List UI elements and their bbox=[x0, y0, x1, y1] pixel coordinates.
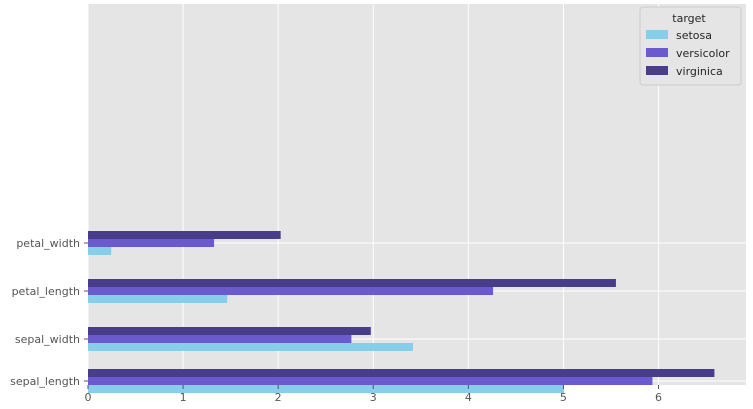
x-tick-label: 2 bbox=[275, 391, 282, 404]
y-tick-label: sepal_width bbox=[15, 333, 80, 346]
legend-label-virginica: virginica bbox=[676, 65, 723, 78]
bars bbox=[88, 231, 715, 393]
x-tick-label: 3 bbox=[370, 391, 377, 404]
legend-title: target bbox=[672, 12, 706, 25]
x-tick-label: 4 bbox=[465, 391, 472, 404]
y-tick-label: petal_length bbox=[12, 285, 80, 298]
bar-virginica-sepal_length bbox=[88, 369, 715, 377]
plot-area bbox=[88, 4, 746, 385]
y-tick-label: petal_width bbox=[16, 237, 80, 250]
legend-swatch-virginica bbox=[646, 66, 668, 75]
bar-versicolor-sepal_width bbox=[88, 335, 352, 343]
bar-versicolor-sepal_length bbox=[88, 377, 653, 385]
legend-swatch-setosa bbox=[646, 30, 668, 39]
legend-swatch-versicolor bbox=[646, 48, 668, 57]
bar-setosa-sepal_length bbox=[88, 385, 565, 393]
legend-label-versicolor: versicolor bbox=[676, 47, 730, 60]
y-tick-label: sepal_length bbox=[10, 375, 80, 388]
bar-versicolor-petal_width bbox=[88, 239, 215, 247]
x-tick-label: 6 bbox=[655, 391, 662, 404]
x-tick-label: 0 bbox=[85, 391, 92, 404]
bar-virginica-petal_width bbox=[88, 231, 281, 239]
x-tick-label: 1 bbox=[180, 391, 187, 404]
legend-box bbox=[639, 6, 742, 86]
bar-virginica-sepal_width bbox=[88, 327, 371, 335]
x-tick-label: 5 bbox=[560, 391, 567, 404]
legend-entries: setosa versicolor virginica bbox=[646, 29, 730, 78]
y-axis-ticks: sepal_length sepal_width petal_length petal… bbox=[10, 237, 88, 388]
bar-setosa-petal_width bbox=[88, 247, 112, 255]
x-axis-ticks: 0 1 2 3 4 5 6 bbox=[85, 385, 662, 404]
legend: target setosa versicolor virginica bbox=[639, 6, 742, 86]
bar-setosa-sepal_width bbox=[88, 343, 414, 351]
bar-versicolor-petal_length bbox=[88, 287, 494, 295]
bar-virginica-petal_length bbox=[88, 279, 616, 287]
legend-label-setosa: setosa bbox=[676, 29, 712, 42]
bar-setosa-petal_length bbox=[88, 295, 228, 303]
